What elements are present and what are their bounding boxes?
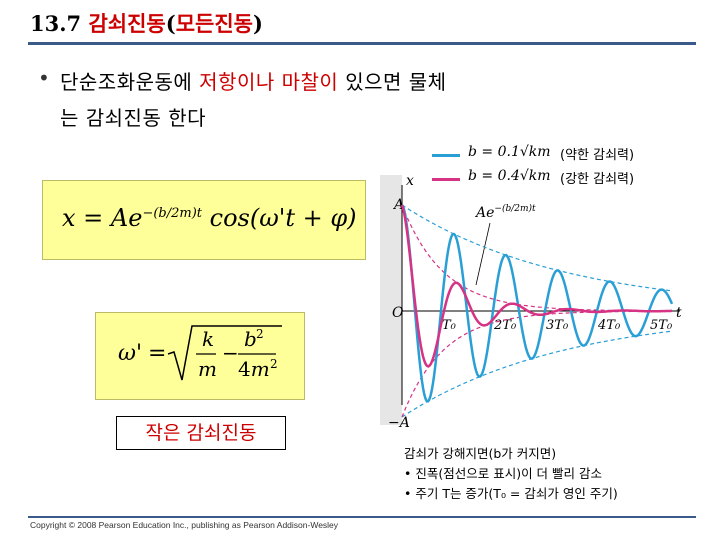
svg-text:2: 2 [270, 357, 278, 371]
tick-label: 3T₀ [546, 318, 569, 333]
tick-label: 4T₀ [597, 318, 621, 333]
small-damping-label: 작은 감쇠진동 [116, 416, 286, 450]
slide-title: 13.7 감쇠진동(모든진동) [30, 8, 263, 38]
svg-text:2: 2 [256, 327, 264, 341]
eq1-rhs: cos(ω't + φ) [202, 204, 357, 232]
tick-label: T₀ [442, 318, 457, 333]
graph-left-strip [380, 175, 402, 425]
svg-text:k: k [202, 327, 214, 351]
x-axis-label: t [676, 305, 682, 321]
svg-text:m: m [198, 357, 217, 381]
origin-label: O [392, 305, 404, 321]
strong-damping-curve [400, 204, 672, 368]
bullet-marker: • [38, 66, 50, 90]
copyright-text: Copyright © 2008 Pearson Education Inc.,… [30, 520, 339, 530]
weak-envelope-top [401, 204, 673, 292]
tick-label: 5T₀ [650, 318, 673, 333]
legend-swatch-weak [432, 154, 460, 157]
notes-line-2: • 진폭(점선으로 표시)이 더 빨리 감소 [404, 466, 602, 481]
legend-label-weak: (약한 감쇠력) [560, 148, 635, 163]
y-axis-label: x [406, 173, 414, 189]
damped-oscillation-graph: x t A O −A Ae−(b/2m)t T₀ 2T₀ 3T₀ 4T₀ 5T₀ [380, 173, 682, 431]
svg-text:b: b [244, 327, 257, 351]
notes-block: 감쇠가 강해지면(b가 커지면) • 진폭(점선으로 표시)이 더 빨리 감소 … [404, 444, 618, 504]
title-sub: 모든진동 [175, 11, 253, 36]
svg-text:ω': ω' [118, 341, 142, 366]
bullet-text-red: 저항이나 마찰이 [199, 70, 339, 94]
svg-text:−: − [222, 341, 239, 365]
amplitude-bottom-label: −A [388, 415, 410, 431]
legend-label-strong: (강한 감쇠력) [560, 172, 635, 187]
weak-envelope-bottom [401, 330, 673, 418]
bullet-line-1: 단순조화운동에 저항이나 마찰이 있으면 물체 [60, 66, 447, 95]
eq1-lhs: x = Ae [62, 204, 143, 232]
bullet-text-a: 단순조화운동에 [60, 70, 200, 94]
strong-envelope-top [401, 204, 672, 312]
envelope-pointer [475, 222, 491, 286]
envelope-label: Ae−(b/2m)t [474, 203, 536, 221]
footer-rule [28, 516, 696, 518]
title-paren-close: ) [252, 11, 263, 36]
title-paren-open: ( [165, 11, 176, 36]
notes-line-1: 감쇠가 강해지면(b가 커지면) [404, 446, 557, 461]
time-ticks: T₀ 2T₀ 3T₀ 4T₀ 5T₀ [442, 318, 673, 333]
legend-swatch-strong [432, 178, 460, 181]
eq1-exponent: −(b/2m)t [142, 206, 202, 221]
legend-eq-weak: b = 0.1√km [468, 144, 551, 160]
svg-text:=: = [148, 341, 166, 366]
equation-displacement: x = Ae−(b/2m)t cos(ω't + φ) [62, 204, 357, 232]
section-number: 13.7 [30, 11, 82, 36]
weak-damping-curve [400, 204, 674, 403]
bullet-text-b: 있으면 물체 [338, 70, 447, 94]
title-rule [28, 42, 696, 45]
amplitude-top-label: A [392, 197, 404, 213]
notes-line-3: • 주기 T는 증가(T₀ = 감쇠가 영인 주기) [404, 486, 618, 501]
bullet-line-2: 는 감쇠진동 한다 [60, 106, 207, 130]
legend-eq-strong: b = 0.4√km [468, 168, 551, 184]
strong-envelope-bottom [401, 310, 672, 418]
equation-box-1 [42, 180, 366, 260]
svg-text:4m: 4m [238, 357, 270, 381]
title-main: 감쇠진동 [88, 11, 166, 36]
equation-angular-frequency: ω' = k m − b 2 4m 2 [118, 325, 282, 381]
